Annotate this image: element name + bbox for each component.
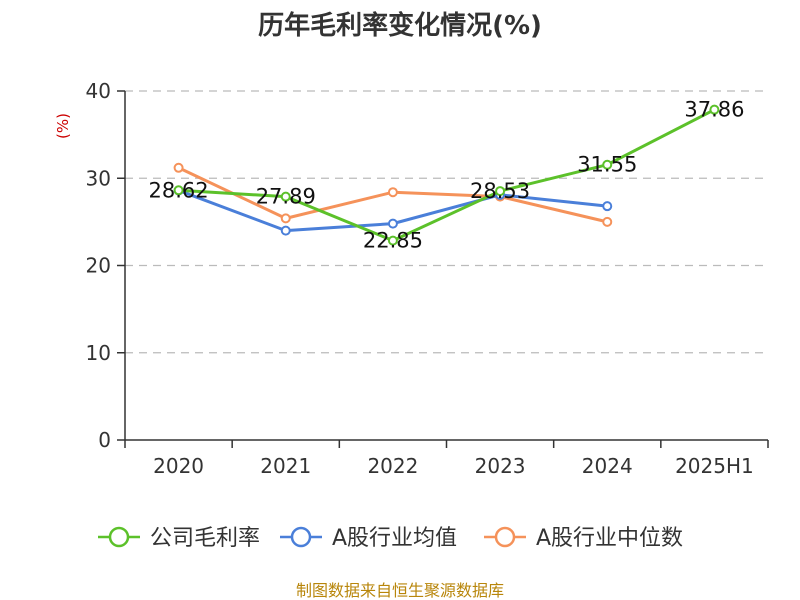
x-tick-label: 2023 [475, 454, 526, 478]
y-tick-label: 0 [98, 428, 111, 452]
data-point [709, 104, 720, 115]
legend-item: 公司毛利率 [98, 526, 260, 551]
legend-marker [290, 526, 312, 548]
y-tick-label: 10 [86, 341, 111, 365]
data-point [280, 213, 291, 224]
source-note: 制图数据来自恒生聚源数据库 [296, 581, 504, 600]
data-point [387, 218, 398, 229]
axes: 0 10 20 30 40 2020 2021 2022 2023 2024 2025H1 [86, 79, 769, 478]
data-point [280, 191, 291, 202]
x-tick-label: 2025H1 [675, 454, 754, 478]
x-tick-label: 2021 [260, 454, 311, 478]
legend-marker [494, 526, 516, 548]
data-label: 37.86 [684, 98, 744, 122]
series-line [178, 108, 716, 243]
legend: 公司毛利率 A股行业均值 A股行业中位数 [98, 526, 683, 551]
data-point [602, 216, 613, 227]
grid-lines [125, 90, 768, 354]
data-point [173, 162, 184, 173]
legend-marker [108, 526, 130, 548]
data-point [495, 186, 506, 197]
data-point [173, 185, 184, 196]
legend-label: A股行业均值 [332, 526, 457, 551]
data-point [280, 225, 291, 236]
data-point [602, 201, 613, 212]
data-label: 27.89 [256, 185, 316, 209]
y-tick-label: 30 [86, 166, 111, 190]
x-tick-label: 2022 [367, 454, 418, 478]
data-label: 22.85 [363, 229, 423, 253]
data-point [387, 235, 398, 246]
legend-item: A股行业中位数 [484, 526, 683, 551]
x-tick-label: 2020 [153, 454, 204, 478]
data-point [602, 159, 613, 170]
data-label: 31.55 [577, 153, 637, 177]
chart-title: 历年毛利率变化情况(%) [258, 10, 542, 41]
data-label: 28.53 [470, 179, 530, 203]
legend-label: 公司毛利率 [150, 526, 260, 551]
y-tick-label: 20 [86, 254, 111, 278]
y-tick-label: 40 [86, 79, 111, 103]
x-tick-label: 2024 [582, 454, 633, 478]
legend-label: A股行业中位数 [536, 526, 683, 551]
data-label: 28.62 [149, 178, 209, 202]
series-lines [173, 104, 720, 246]
data-point [387, 187, 398, 198]
legend-item: A股行业均值 [280, 526, 457, 551]
data-labels: 28.62 27.89 22.85 28.53 31.55 37.86 [149, 98, 745, 253]
y-axis-label: (%) [54, 113, 72, 139]
